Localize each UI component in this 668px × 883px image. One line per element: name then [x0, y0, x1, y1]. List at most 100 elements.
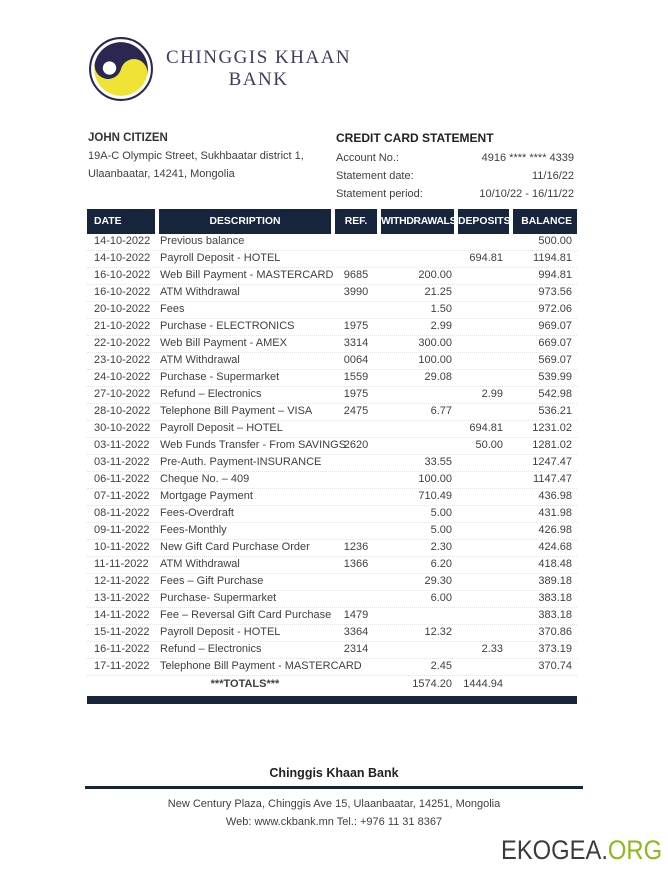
cell-balance: 542.98 — [538, 388, 572, 400]
cell-deposits — [458, 268, 509, 284]
cell-balance: 569.07 — [538, 354, 572, 366]
table-row: 22-10-2022 Web Bill Payment - AMEX 3314 … — [87, 336, 577, 353]
cell-balance: 436.98 — [538, 490, 572, 502]
cell-withdrawals — [381, 234, 454, 250]
cell-ref — [335, 234, 377, 250]
cell-deposits — [458, 285, 509, 301]
cell-balance: 1231.02 — [532, 422, 572, 434]
cell-balance: 431.98 — [538, 507, 572, 519]
info-section: JOHN CITIZEN 19A-C Olympic Street, Sukhb… — [88, 129, 574, 203]
cell-withdrawals — [381, 387, 454, 403]
cell-ref: 1559 — [343, 371, 369, 383]
cell-ref — [335, 523, 377, 539]
cell-balance: 1194.81 — [533, 252, 572, 264]
statement-period-value: 10/10/22 - 16/11/22 — [479, 188, 574, 200]
header-ref: REF. — [335, 209, 377, 234]
cell-date: 03-11-2022 — [94, 456, 150, 468]
header-description: DESCRIPTION — [159, 209, 331, 234]
cell-description: Previous balance — [160, 235, 245, 247]
totals-row: ***TOTALS*** 1574.20 1444.94 — [87, 676, 577, 693]
footer-contact: Web: www.ckbank.mn Tel.: +976 11 31 8367 — [225, 816, 443, 828]
footer: Chinggis Khaan Bank New Century Plaza, C… — [85, 764, 583, 831]
cell-date: 21-10-2022 — [94, 320, 151, 332]
table-row: 03-11-2022 Pre-Auth. Payment-INSURANCE 3… — [87, 455, 577, 472]
table-row: 17-11-2022 Telephone Bill Payment - MAST… — [87, 659, 577, 676]
cell-ref — [335, 421, 377, 437]
customer-name: JOHN CITIZEN — [88, 132, 168, 144]
cell-deposits — [458, 574, 509, 590]
cell-deposits — [458, 540, 509, 556]
table-row: 21-10-2022 Purchase - ELECTRONICS 1975 2… — [87, 319, 577, 336]
table-row: 10-11-2022 New Gift Card Purchase Order … — [87, 540, 577, 557]
cell-deposits — [458, 625, 509, 641]
cell-description: Web Funds Transfer - From SAVINGS — [160, 439, 347, 451]
cell-date: 23-10-2022 — [94, 354, 151, 366]
cell-withdrawals: 21.25 — [424, 286, 452, 298]
table-row: 14-10-2022 Previous balance 500.00 — [87, 234, 577, 251]
cell-description: Purchase - Supermarket — [160, 371, 280, 383]
cell-description: Telephone Bill Payment – VISA — [160, 405, 313, 417]
cell-date: 11-11-2022 — [94, 558, 149, 570]
cell-withdrawals: 200.00 — [418, 269, 452, 281]
cell-deposits — [458, 353, 509, 369]
cell-ref — [335, 506, 377, 522]
bank-logo-icon — [89, 37, 153, 101]
cell-description: Payroll Deposit - HOTEL — [160, 252, 281, 264]
cell-deposits — [458, 370, 509, 386]
table-row: 06-11-2022 Cheque No. – 409 100.00 1147.… — [87, 472, 577, 489]
table-row: 12-11-2022 Fees – Gift Purchase 29.30 38… — [87, 574, 577, 591]
transactions-table: DATE DESCRIPTION REF. WITHDRAWALS DEPOSI… — [87, 209, 577, 704]
cell-withdrawals: 29.08 — [424, 371, 452, 383]
cell-ref: 0064 — [343, 354, 369, 366]
cell-date: 08-11-2022 — [94, 507, 150, 519]
cell-balance: 389.18 — [538, 575, 572, 587]
cell-balance: 1147.47 — [533, 473, 572, 485]
cell-date: 22-10-2022 — [94, 337, 151, 349]
cell-deposits — [458, 472, 509, 488]
totals-deposits: 1444.94 — [463, 678, 503, 690]
cell-deposits: 694.81 — [469, 252, 503, 264]
cell-balance: 973.56 — [538, 286, 572, 298]
cell-deposits — [458, 557, 509, 573]
customer-info: JOHN CITIZEN 19A-C Olympic Street, Sukhb… — [88, 129, 304, 203]
cell-withdrawals: 6.00 — [430, 592, 452, 604]
cell-balance: 536.21 — [538, 405, 572, 417]
cell-description: Pre-Auth. Payment-INSURANCE — [160, 456, 322, 468]
cell-deposits — [458, 404, 509, 420]
table-end-bar — [87, 696, 577, 704]
cell-description: New Gift Card Purchase Order — [160, 541, 310, 553]
account-number-value: 4916 **** **** 4339 — [481, 152, 574, 164]
cell-description: Fees-Monthly — [160, 524, 227, 536]
cell-description: Web Bill Payment - AMEX — [160, 337, 287, 349]
cell-date: 28-10-2022 — [94, 405, 151, 417]
statement-title: CREDIT CARD STATEMENT — [336, 131, 494, 145]
cell-date: 14-11-2022 — [94, 609, 150, 621]
table-row: 30-10-2022 Payroll Deposit – HOTEL 694.8… — [87, 421, 577, 438]
cell-ref: 2314 — [343, 643, 369, 655]
bank-logo: CHINGGIS KHAAN BANK — [88, 36, 351, 102]
cell-description: Fees – Gift Purchase — [160, 575, 264, 587]
header-balance: BALANCE — [513, 209, 577, 234]
cell-withdrawals: 100.00 — [418, 473, 452, 485]
ekogea-dark-text: EKOGEA. — [500, 835, 608, 865]
cell-description: ATM Withdrawal — [160, 286, 240, 298]
cell-withdrawals: 1.50 — [430, 303, 452, 315]
cell-ref: 3990 — [343, 286, 369, 298]
table-row: 27-10-2022 Refund – Electronics 1975 2.9… — [87, 387, 577, 404]
cell-date: 14-10-2022 — [94, 235, 151, 247]
cell-ref — [335, 489, 377, 505]
table-row: 14-11-2022 Fee – Reversal Gift Card Purc… — [87, 608, 577, 625]
cell-deposits — [458, 234, 509, 250]
footer-bank-name: Chinggis Khaan Bank — [269, 766, 399, 780]
cell-description: Purchase- Supermarket — [160, 592, 277, 604]
cell-ref: 1975 — [343, 388, 369, 400]
cell-withdrawals: 710.49 — [418, 490, 452, 502]
cell-date: 15-11-2022 — [94, 626, 150, 638]
cell-balance: 669.07 — [538, 337, 572, 349]
statement-period-field: Statement period: 10/10/22 - 16/11/22 — [336, 185, 574, 203]
cell-withdrawals — [381, 438, 454, 454]
ekogea-watermark: EKOGEA.ORG — [501, 835, 662, 866]
cell-balance: 370.74 — [538, 660, 572, 672]
bank-name: CHINGGIS KHAAN BANK — [166, 47, 351, 91]
bank-name-line2: BANK — [228, 69, 289, 90]
